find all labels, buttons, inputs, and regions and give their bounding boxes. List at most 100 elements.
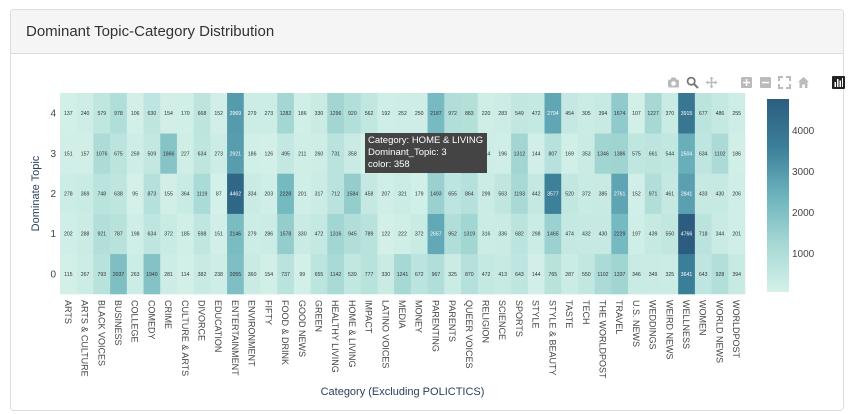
heatmap-cell[interactable] [628, 93, 646, 134]
heatmap-cell[interactable] [460, 173, 478, 214]
heatmap-cell[interactable] [394, 253, 412, 295]
heatmap-cell[interactable] [577, 93, 595, 134]
heatmap-cell[interactable] [210, 213, 228, 255]
heatmap-cell[interactable] [260, 213, 278, 255]
heatmap-cell[interactable] [527, 253, 545, 295]
heatmap-cell[interactable] [93, 213, 111, 255]
heatmap-cell[interactable] [110, 213, 128, 255]
heatmap-cell[interactable] [260, 253, 278, 295]
heatmap-cell[interactable] [427, 173, 445, 214]
heatmap-cell[interactable] [494, 213, 512, 255]
heatmap-cell[interactable] [661, 93, 679, 134]
heatmap-cell[interactable] [577, 173, 595, 214]
heatmap-cell[interactable] [427, 253, 445, 295]
heatmap-cell[interactable] [410, 253, 428, 295]
heatmap-cell[interactable] [143, 253, 161, 295]
heatmap-cell[interactable] [93, 133, 111, 174]
heatmap-cell[interactable] [410, 93, 428, 134]
heatmap-cell[interactable] [210, 133, 228, 174]
heatmap-cell[interactable] [628, 213, 646, 255]
heatmap-cell[interactable] [243, 93, 261, 134]
camera-icon[interactable] [667, 76, 680, 89]
heatmap-cell[interactable] [143, 93, 161, 134]
heatmap-cell[interactable] [427, 213, 445, 255]
heatmap-cell[interactable] [160, 133, 178, 174]
heatmap-cell[interactable] [444, 213, 462, 255]
heatmap-cell[interactable] [561, 213, 579, 255]
heatmap-cell[interactable] [344, 253, 362, 295]
heatmap-cell[interactable] [327, 93, 345, 134]
heatmap-cell[interactable] [611, 133, 629, 174]
heatmap-cell[interactable] [293, 253, 311, 295]
heatmap-cell[interactable] [76, 133, 94, 174]
heatmap-cell[interactable] [394, 93, 412, 134]
heatmap-cell[interactable] [60, 213, 78, 255]
heatmap-cell[interactable] [511, 253, 529, 295]
heatmap-cell[interactable] [561, 253, 579, 295]
heatmap-cell[interactable] [160, 213, 178, 255]
heatmap-cell[interactable] [143, 133, 161, 174]
heatmap-cell[interactable] [661, 173, 679, 214]
heatmap-cell[interactable] [678, 173, 696, 214]
heatmap-cell[interactable] [126, 133, 144, 174]
heatmap-cell[interactable] [661, 133, 679, 174]
heatmap-cell[interactable] [377, 93, 395, 134]
heatmap-cell[interactable] [310, 93, 328, 134]
heatmap-cell[interactable] [460, 213, 478, 255]
heatmap-cell[interactable] [511, 173, 529, 214]
heatmap-cell[interactable] [527, 133, 545, 174]
heatmap-cell[interactable] [460, 93, 478, 134]
heatmap-cell[interactable] [93, 93, 111, 134]
heatmap-cell[interactable] [126, 93, 144, 134]
heatmap-cell[interactable] [176, 253, 194, 295]
heatmap-cell[interactable] [460, 253, 478, 295]
heatmap-cell[interactable] [444, 93, 462, 134]
heatmap-cell[interactable] [126, 253, 144, 295]
heatmap-cell[interactable] [344, 133, 362, 174]
heatmap-cell[interactable] [594, 173, 612, 214]
heatmap-cell[interactable] [160, 173, 178, 214]
heatmap-cell[interactable] [344, 213, 362, 255]
heatmap-cell[interactable] [310, 253, 328, 295]
heatmap-cell[interactable] [477, 93, 495, 134]
heatmap-cell[interactable] [694, 173, 712, 214]
heatmap-cell[interactable] [344, 93, 362, 134]
heatmap-cell[interactable] [60, 173, 78, 214]
heatmap-cell[interactable] [143, 173, 161, 214]
heatmap-cell[interactable] [76, 253, 94, 295]
heatmap-cell[interactable] [360, 173, 378, 214]
heatmap-cell[interactable] [377, 173, 395, 214]
heatmap-cell[interactable] [210, 173, 228, 214]
heatmap-cell[interactable] [293, 173, 311, 214]
heatmap-cell[interactable] [511, 133, 529, 174]
heatmap-cell[interactable] [93, 253, 111, 295]
heatmap-cell[interactable] [694, 93, 712, 134]
heatmap-cell[interactable] [193, 253, 211, 295]
heatmap-cell[interactable] [711, 133, 729, 174]
heatmap-cell[interactable] [176, 173, 194, 214]
heatmap-cell[interactable] [193, 173, 211, 214]
heatmap-cell[interactable] [344, 173, 362, 214]
heatmap-cell[interactable] [310, 133, 328, 174]
heatmap-cell[interactable] [310, 173, 328, 214]
heatmap-cell[interactable] [728, 213, 746, 255]
heatmap-cell[interactable] [110, 173, 128, 214]
heatmap-cell[interactable] [394, 173, 412, 214]
heatmap-cell[interactable] [193, 133, 211, 174]
heatmap-cell[interactable] [711, 93, 729, 134]
heatmap-cell[interactable] [694, 253, 712, 295]
heatmap-cell[interactable] [243, 133, 261, 174]
heatmap-cell[interactable] [110, 93, 128, 134]
heatmap-cell[interactable] [611, 213, 629, 255]
heatmap-cell[interactable] [561, 173, 579, 214]
heatmap-cell[interactable] [694, 133, 712, 174]
heatmap-cell[interactable] [561, 133, 579, 174]
heatmap-cell[interactable] [126, 213, 144, 255]
heatmap-cell[interactable] [477, 253, 495, 295]
heatmap-cell[interactable] [293, 133, 311, 174]
heatmap-cell[interactable] [277, 213, 295, 255]
heatmap-cell[interactable] [227, 173, 245, 214]
heatmap-cell[interactable] [594, 213, 612, 255]
heatmap-cell[interactable] [227, 93, 245, 134]
home-icon[interactable] [797, 76, 810, 89]
